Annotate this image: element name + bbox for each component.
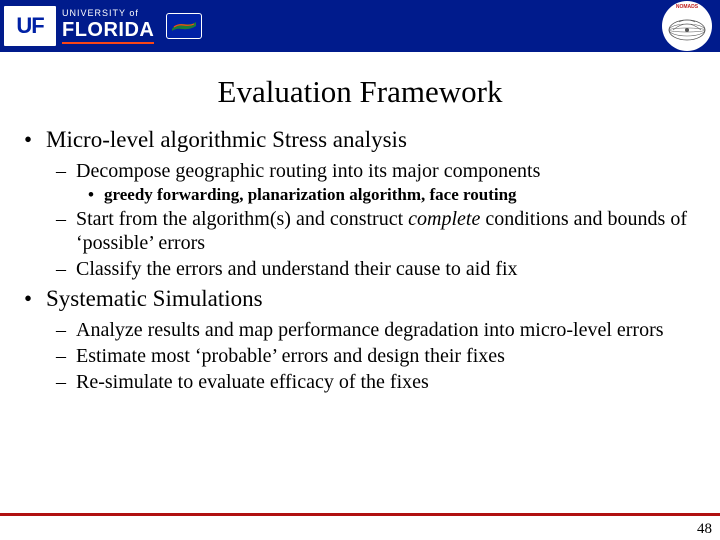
slide: UF UNIVERSITY of FLORIDA NOMADS (0, 0, 720, 540)
uf-wordmark: UNIVERSITY of FLORIDA (62, 9, 154, 44)
slide-number: 48 (697, 521, 712, 538)
bullet-text: Decompose geographic routing into its ma… (76, 160, 540, 182)
bullet-text-italic: complete (408, 208, 480, 230)
bullet-lvl1: Micro-level algorithmic Stress analysis … (16, 126, 704, 281)
uf-line1: UNIVERSITY of (62, 9, 154, 18)
uf-line2: FLORIDA (62, 20, 154, 40)
bullet-lvl2: Estimate most ‘probable’ errors and desi… (46, 344, 704, 368)
bullet-lvl2: Classify the errors and understand their… (46, 257, 704, 281)
header-bar: UF UNIVERSITY of FLORIDA NOMADS (0, 0, 720, 52)
bullet-text: Analyze results and map performance degr… (76, 319, 664, 341)
bullet-text: Classify the errors and understand their… (76, 258, 518, 280)
nomads-label: NOMADS (676, 4, 698, 10)
bullet-lvl2: Re-simulate to evaluate efficacy of the … (46, 370, 704, 394)
footer-divider (0, 513, 720, 516)
uf-monogram-icon: UF (4, 6, 56, 46)
uf-logo: UF UNIVERSITY of FLORIDA (4, 6, 202, 46)
bullet-lvl1: Systematic Simulations Analyze results a… (16, 285, 704, 394)
bullet-lvl2: Analyze results and map performance degr… (46, 318, 704, 342)
bullet-lvl2: Start from the algorithm(s) and construc… (46, 207, 704, 255)
bullet-lvl3: greedy forwarding, planarization algorit… (76, 185, 704, 205)
slide-title: Evaluation Framework (0, 74, 720, 110)
bullet-text: Micro-level algorithmic Stress analysis (46, 127, 407, 152)
bullet-text-prefix: Start from the algorithm(s) and construc… (76, 208, 408, 230)
bullet-text: greedy forwarding, planarization algorit… (104, 185, 517, 204)
bullet-text: Systematic Simulations (46, 286, 263, 311)
bullet-text: Re-simulate to evaluate efficacy of the … (76, 371, 429, 393)
slide-content: Micro-level algorithmic Stress analysis … (0, 126, 720, 394)
gator-badge-icon (166, 13, 202, 39)
bullet-text: Estimate most ‘probable’ errors and desi… (76, 345, 505, 367)
nomads-logo-icon: NOMADS (662, 1, 712, 51)
uf-underline (62, 42, 154, 44)
bullet-lvl2: Decompose geographic routing into its ma… (46, 159, 704, 205)
